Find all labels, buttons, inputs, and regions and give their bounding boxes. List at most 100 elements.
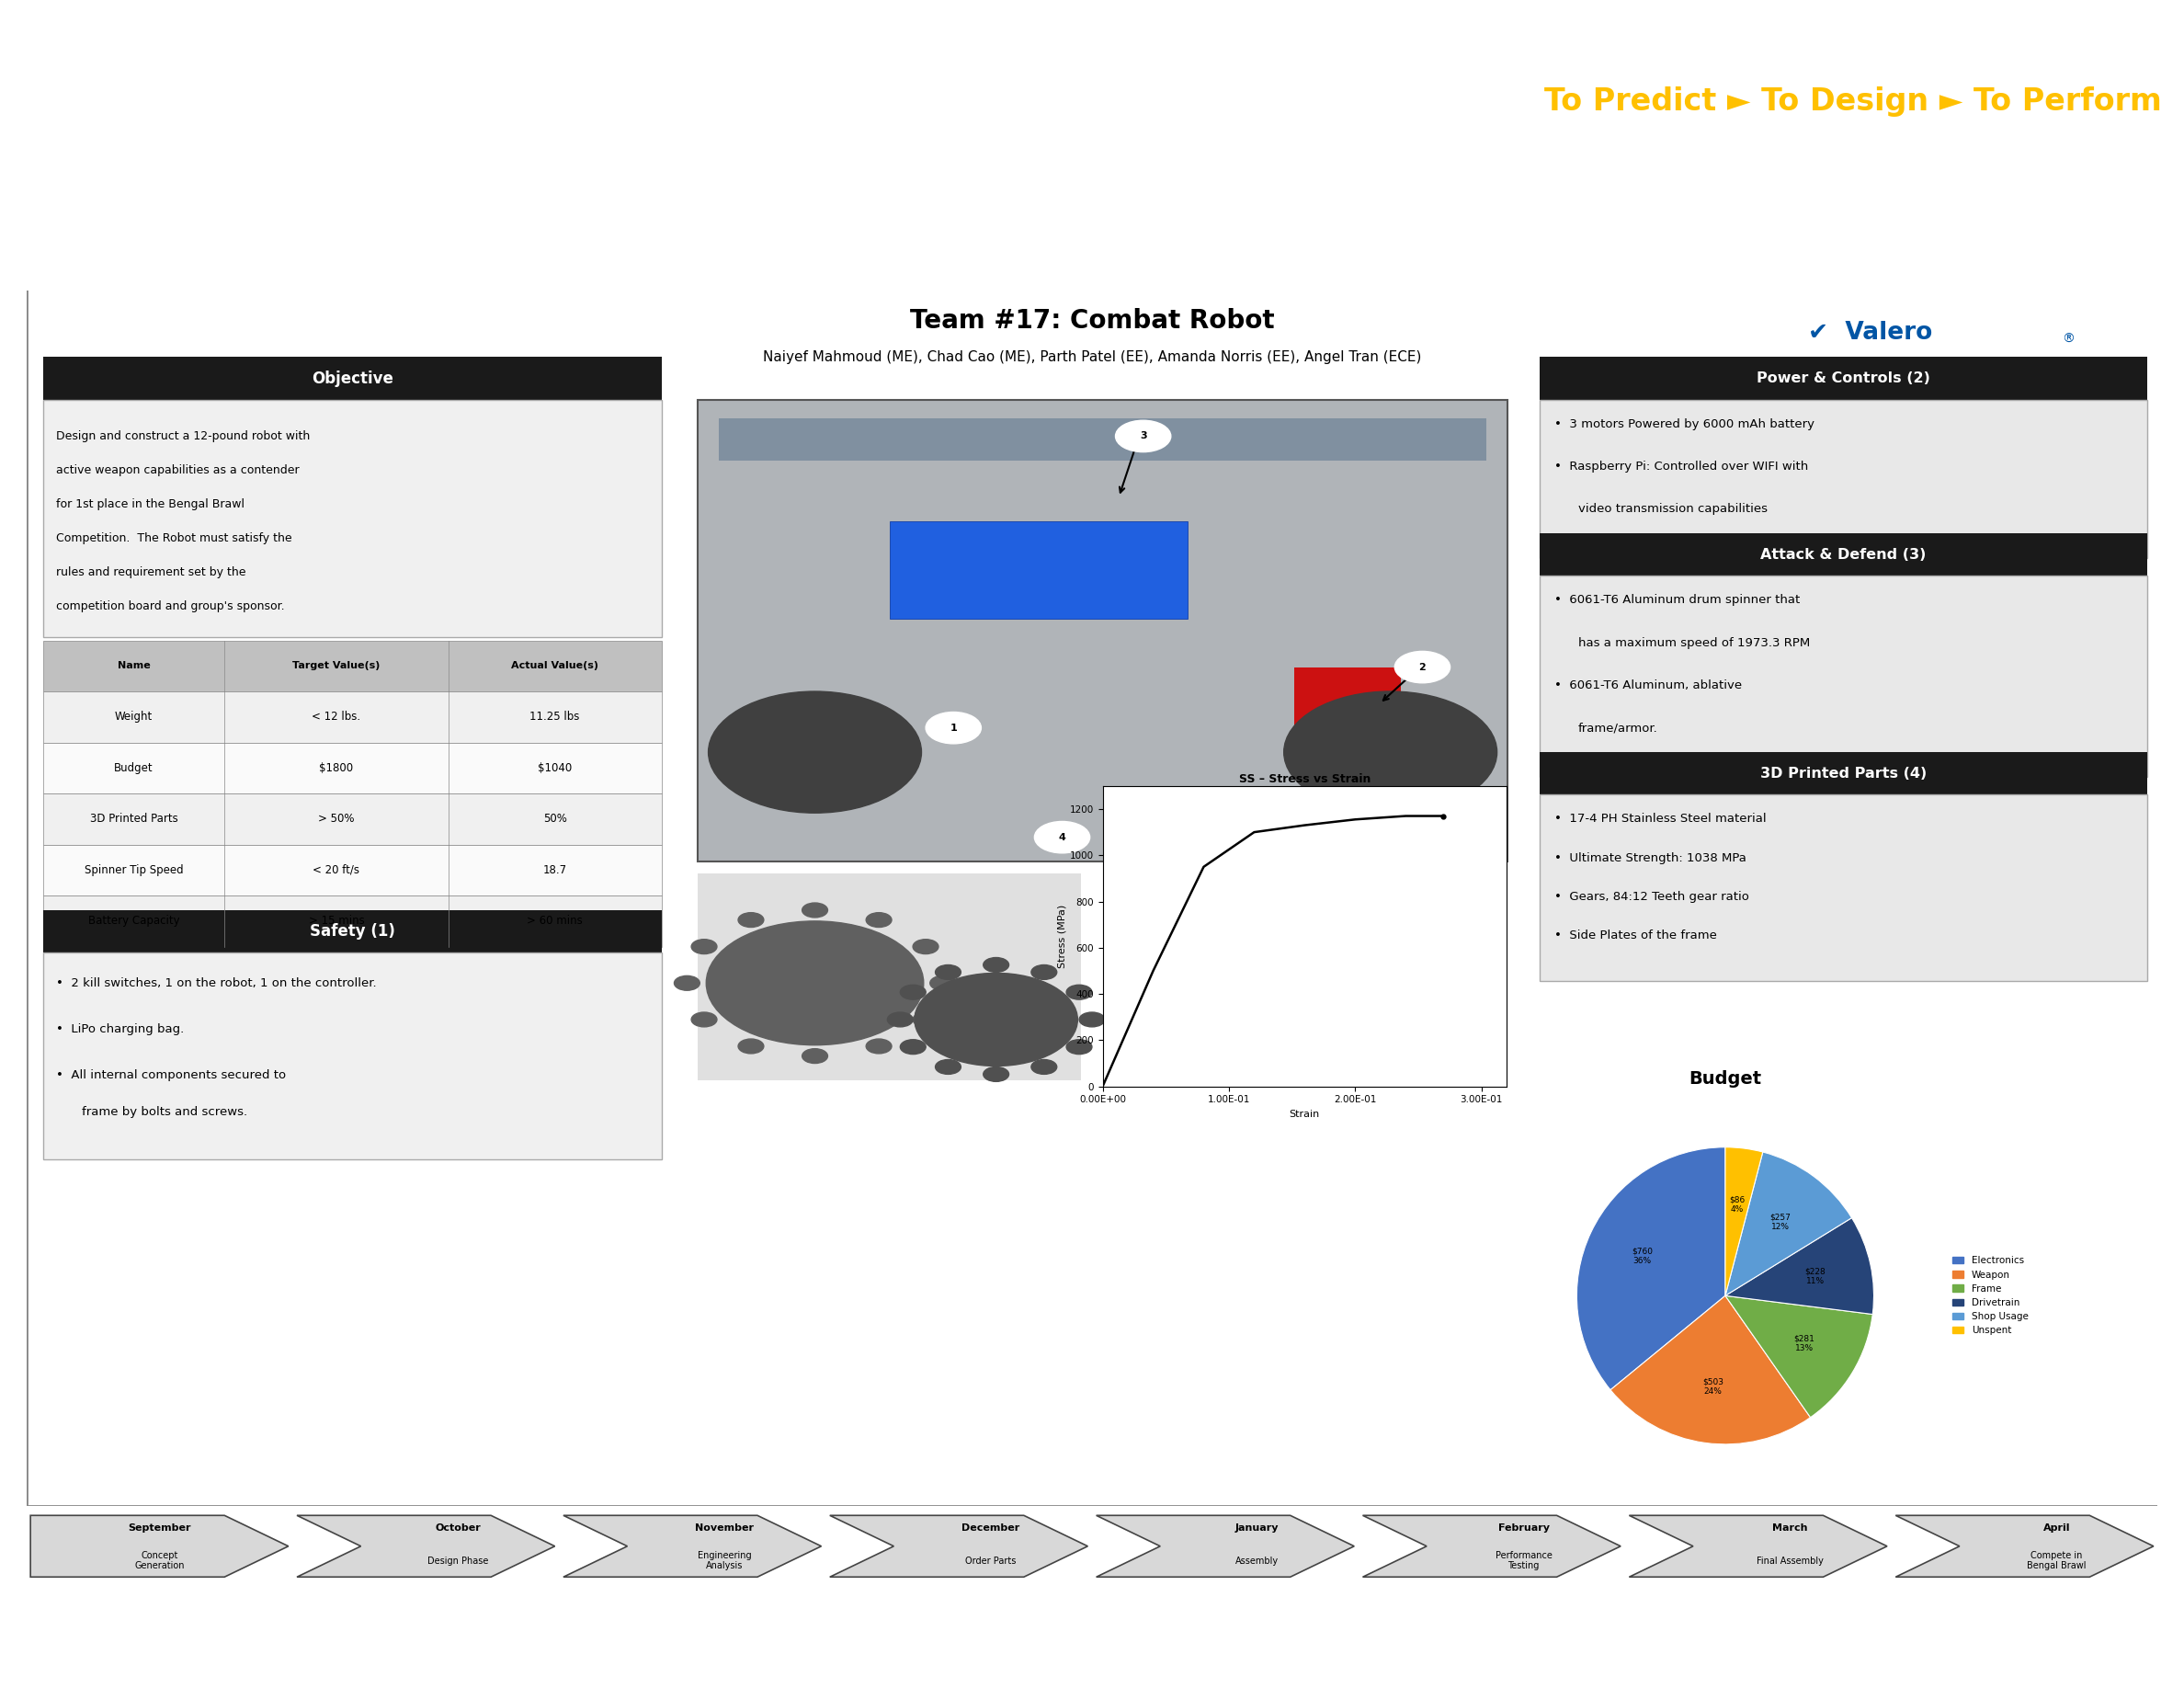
Text: frame by bolts and screws.: frame by bolts and screws. xyxy=(81,1106,247,1117)
Text: > 50%: > 50% xyxy=(319,814,354,825)
Text: for 1st place in the Bengal Brawl: for 1st place in the Bengal Brawl xyxy=(57,498,245,510)
FancyBboxPatch shape xyxy=(44,910,662,952)
Text: < 20 ft/s: < 20 ft/s xyxy=(312,864,360,876)
Text: Spinner Tip Speed: Spinner Tip Speed xyxy=(85,864,183,876)
Circle shape xyxy=(802,903,828,918)
Text: 3D Printed Parts (4): 3D Printed Parts (4) xyxy=(1760,766,1926,780)
Circle shape xyxy=(935,966,961,979)
Circle shape xyxy=(887,1013,913,1026)
Text: •  All internal components secured to: • All internal components secured to xyxy=(57,1070,286,1082)
Text: has a maximum speed of 1973.3 RPM: has a maximum speed of 1973.3 RPM xyxy=(1579,636,1811,648)
Y-axis label: Stress (MPa): Stress (MPa) xyxy=(1057,905,1068,967)
FancyBboxPatch shape xyxy=(1540,358,2147,400)
Title: Budget: Budget xyxy=(1688,1070,1762,1087)
Circle shape xyxy=(1066,984,1092,999)
Circle shape xyxy=(692,1013,716,1026)
Text: December: December xyxy=(961,1524,1020,1533)
Text: Mechanical & Industrial Engineering: Mechanical & Industrial Engineering xyxy=(251,145,472,159)
Circle shape xyxy=(913,1013,939,1026)
Text: competition board and group's sponsor.: competition board and group's sponsor. xyxy=(57,601,284,613)
Text: 4: 4 xyxy=(1059,832,1066,842)
Title: SS – Stress vs Strain: SS – Stress vs Strain xyxy=(1238,773,1372,785)
Text: Budget: Budget xyxy=(114,761,153,775)
Text: •  6061-T6 Aluminum drum spinner that: • 6061-T6 Aluminum drum spinner that xyxy=(1555,594,1800,606)
Circle shape xyxy=(1079,1013,1105,1026)
Circle shape xyxy=(738,1038,764,1053)
Text: $281
13%: $281 13% xyxy=(1793,1335,1815,1352)
Text: 18.7: 18.7 xyxy=(544,864,568,876)
Text: To Predict ► To Design ► To Perform: To Predict ► To Design ► To Perform xyxy=(1544,86,2162,116)
Circle shape xyxy=(1035,822,1090,852)
Wedge shape xyxy=(1725,1148,1762,1296)
Text: Target Value(s): Target Value(s) xyxy=(293,662,380,670)
Text: February: February xyxy=(1498,1524,1548,1533)
Circle shape xyxy=(900,1040,926,1055)
Text: Power & Controls (2): Power & Controls (2) xyxy=(1756,371,1931,385)
Text: Final Assembly: Final Assembly xyxy=(1756,1556,1824,1565)
Text: Battery Capacity: Battery Capacity xyxy=(87,915,179,927)
FancyBboxPatch shape xyxy=(44,793,662,844)
Text: Name: Name xyxy=(118,662,151,670)
FancyBboxPatch shape xyxy=(44,844,662,896)
Text: $1040: $1040 xyxy=(537,761,572,775)
Text: $257
12%: $257 12% xyxy=(1769,1212,1791,1231)
Text: •  LiPo charging bag.: • LiPo charging bag. xyxy=(57,1023,183,1035)
Text: Assembly: Assembly xyxy=(1236,1556,1280,1565)
Circle shape xyxy=(705,922,924,1045)
FancyBboxPatch shape xyxy=(44,358,662,400)
Text: $1800: $1800 xyxy=(319,761,354,775)
Polygon shape xyxy=(1363,1516,1621,1577)
Wedge shape xyxy=(1725,1296,1872,1418)
Wedge shape xyxy=(1725,1217,1874,1315)
Circle shape xyxy=(692,939,716,954)
FancyBboxPatch shape xyxy=(889,522,1188,618)
FancyBboxPatch shape xyxy=(44,692,662,743)
Text: •  17-4 PH Stainless Steel material: • 17-4 PH Stainless Steel material xyxy=(1555,814,1767,825)
FancyBboxPatch shape xyxy=(1295,667,1402,728)
Text: ME, ECE Capstone Design Programs: ME, ECE Capstone Design Programs xyxy=(1725,252,2162,275)
Circle shape xyxy=(983,957,1009,972)
FancyBboxPatch shape xyxy=(719,419,1487,461)
Text: Concept
Generation: Concept Generation xyxy=(135,1551,183,1572)
Text: $86
4%: $86 4% xyxy=(1730,1195,1745,1214)
Circle shape xyxy=(983,1067,1009,1082)
Text: •  2 kill switches, 1 on the robot, 1 on the controller.: • 2 kill switches, 1 on the robot, 1 on … xyxy=(57,977,376,989)
FancyBboxPatch shape xyxy=(1540,576,2147,776)
Circle shape xyxy=(1031,1060,1057,1074)
Text: Sponsors: David Bourg c/o Dr. Dimitris Nikitopoulos: Sponsors: David Bourg c/o Dr. Dimitris N… xyxy=(33,1629,590,1646)
Text: Performance
Testing: Performance Testing xyxy=(1496,1551,1553,1572)
Polygon shape xyxy=(563,1516,821,1577)
FancyBboxPatch shape xyxy=(44,896,662,947)
Circle shape xyxy=(1116,420,1171,452)
Text: College of: College of xyxy=(797,39,852,51)
Text: •  Raspberry Pi: Controlled over WIFI with: • Raspberry Pi: Controlled over WIFI wit… xyxy=(1555,461,1808,473)
Text: Attack & Defend (3): Attack & Defend (3) xyxy=(1760,549,1926,562)
Polygon shape xyxy=(31,1516,288,1577)
Text: College of: College of xyxy=(251,39,306,51)
Text: Safety (1): Safety (1) xyxy=(310,923,395,940)
Circle shape xyxy=(930,976,957,991)
Text: Naiyef Mahmoud (ME), Chad Cao (ME), Parth Patel (EE), Amanda Norris (EE), Angel : Naiyef Mahmoud (ME), Chad Cao (ME), Part… xyxy=(762,351,1422,365)
Text: 11.25 lbs: 11.25 lbs xyxy=(531,711,579,722)
Circle shape xyxy=(1031,966,1057,979)
Circle shape xyxy=(900,984,926,999)
FancyBboxPatch shape xyxy=(44,640,662,692)
Polygon shape xyxy=(297,1516,555,1577)
Text: School of Electrical Engineering: School of Electrical Engineering xyxy=(797,110,992,122)
Text: 2: 2 xyxy=(1420,662,1426,672)
FancyBboxPatch shape xyxy=(697,874,1081,1080)
Text: •  Side Plates of the frame: • Side Plates of the frame xyxy=(1555,930,1717,942)
Text: ✔  Valero: ✔ Valero xyxy=(1808,321,1933,344)
Text: active weapon capabilities as a contender: active weapon capabilities as a contende… xyxy=(57,464,299,476)
Text: October: October xyxy=(435,1524,480,1533)
Text: Compete in
Bengal Brawl: Compete in Bengal Brawl xyxy=(2027,1551,2086,1572)
Text: $228
11%: $228 11% xyxy=(1804,1268,1826,1285)
Circle shape xyxy=(867,913,891,927)
Wedge shape xyxy=(1610,1296,1811,1445)
Text: 3: 3 xyxy=(1140,432,1147,441)
Text: > 15 mins: > 15 mins xyxy=(308,915,365,927)
Text: $760
36%: $760 36% xyxy=(1631,1247,1653,1266)
Text: 1: 1 xyxy=(950,722,957,733)
Text: ®: ® xyxy=(2062,333,2075,346)
FancyBboxPatch shape xyxy=(1540,533,2147,576)
